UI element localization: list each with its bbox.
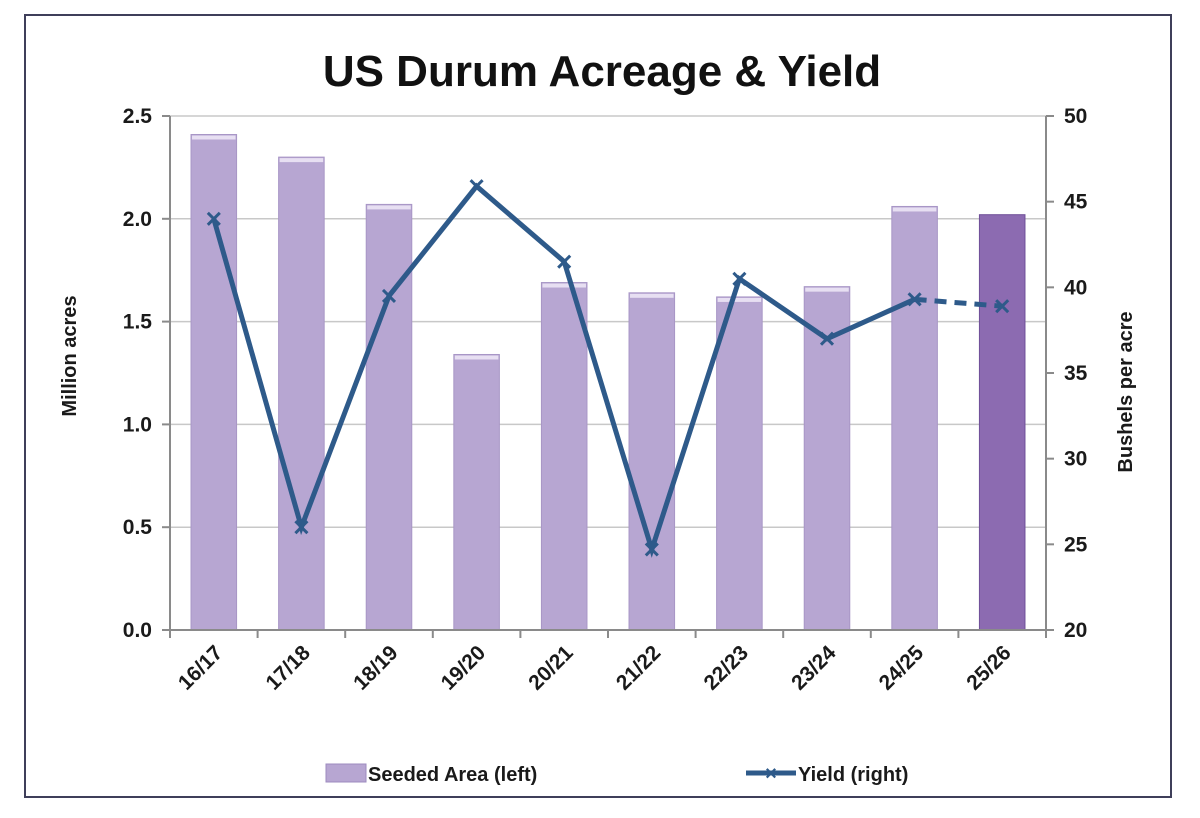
y-right-tick-label: 35 (1064, 362, 1088, 385)
x-tick-label: 20/21 (524, 641, 578, 695)
y-right-tick-label: 40 (1064, 276, 1087, 299)
legend: Seeded Area (left) × Yield (right) (325, 763, 908, 786)
yield-marker-stroke (644, 542, 659, 557)
yield-point (469, 179, 484, 194)
right-tick-labels: 20 25 30 35 40 45 50 (1064, 105, 1088, 642)
yield-marker-stroke (907, 292, 922, 307)
chart-frame: US Durum Acreage & Yield 0.0 0.5 1.0 1.5 2.0… (24, 14, 1172, 798)
yield-marker-stroke (206, 211, 221, 226)
y-right-tick-label: 45 (1064, 191, 1088, 214)
y-left-tick-label: 2.0 (123, 208, 152, 231)
chart: US Durum Acreage & Yield 0.0 0.5 1.0 1.5 2.0… (59, 47, 1137, 786)
y-left-tick-label: 1.0 (123, 413, 152, 436)
bar (365, 203, 413, 631)
yield-marker-stroke (995, 299, 1010, 314)
yield-point (644, 542, 659, 557)
legend-label-seeded-area: Seeded Area (left) (368, 764, 537, 786)
bars (190, 134, 1026, 631)
y-left-tick-label: 0.0 (123, 619, 152, 642)
bar-highlight (542, 283, 586, 288)
yield-marker-stroke (557, 254, 572, 269)
bar-highlight (892, 207, 937, 212)
bar-highlight (454, 355, 499, 360)
bar (453, 353, 500, 631)
yield-line-dashed (914, 296, 1003, 309)
y-left-axis-title: Million acres (59, 295, 81, 416)
y-right-tick-label: 20 (1064, 619, 1087, 642)
x-tick-label: 24/25 (875, 641, 929, 695)
yield-point (995, 299, 1010, 314)
legend-label-yield: Yield (right) (798, 764, 908, 786)
y-right-tick-label: 30 (1064, 448, 1087, 471)
yield-point (294, 520, 309, 535)
x-tick-label: 23/24 (787, 641, 841, 695)
x-tick-label: 18/19 (349, 641, 402, 694)
bar-highlight (279, 158, 324, 163)
y-left-tick-label: 1.5 (123, 311, 153, 334)
bar-highlight (367, 205, 411, 210)
yield-point (732, 271, 747, 286)
bar (978, 214, 1026, 631)
yield-point (907, 292, 922, 307)
yield-marker-stroke (381, 288, 397, 303)
bar (190, 134, 238, 631)
y-right-tick-label: 25 (1064, 533, 1088, 556)
legend-item-seeded-area: Seeded Area (left) (325, 763, 537, 786)
x-tick-label: 16/17 (174, 641, 227, 694)
y-right-axis-title: Bushels per acre (1115, 311, 1137, 472)
bar (716, 296, 763, 631)
legend-item-yield: × Yield (right) (746, 763, 908, 786)
bar (278, 156, 325, 631)
y-left-tick-label: 0.5 (123, 516, 153, 539)
yield-marker-stroke (469, 179, 484, 194)
x-tick-label: 19/20 (437, 641, 490, 694)
yield-point (819, 331, 835, 346)
yield-point (557, 254, 572, 269)
bar (628, 292, 676, 631)
y-right-tick-label: 50 (1064, 105, 1087, 128)
legend-swatch-marker: × (765, 763, 777, 785)
legend-swatch-bar (325, 763, 367, 783)
left-tick-labels: 0.0 0.5 1.0 1.5 2.0 2.5 (123, 105, 153, 642)
yield-point (381, 288, 397, 303)
yield-point (206, 211, 221, 226)
y-left-tick-label: 2.5 (123, 105, 153, 128)
bar (891, 205, 938, 631)
bar-highlight (630, 293, 674, 298)
x-tick-label: 25/26 (962, 641, 1015, 694)
bar (540, 282, 588, 631)
yield-line (206, 179, 1010, 558)
chart-title: US Durum Acreage & Yield (323, 47, 881, 96)
yield-marker-stroke (732, 271, 747, 286)
x-tick-labels: 16/17 17/18 18/19 19/20 20/21 21/22 22/23 23/24… (174, 641, 1016, 695)
bar-highlight (805, 287, 849, 292)
x-tick-label: 21/22 (612, 641, 665, 694)
bar-highlight (717, 297, 762, 302)
x-tick-label: 17/18 (262, 641, 316, 695)
x-tick-label: 22/23 (700, 641, 753, 694)
axes (162, 115, 1054, 638)
yield-marker-stroke (819, 331, 835, 346)
yield-marker-stroke (294, 520, 309, 535)
bar-highlight (192, 135, 236, 140)
